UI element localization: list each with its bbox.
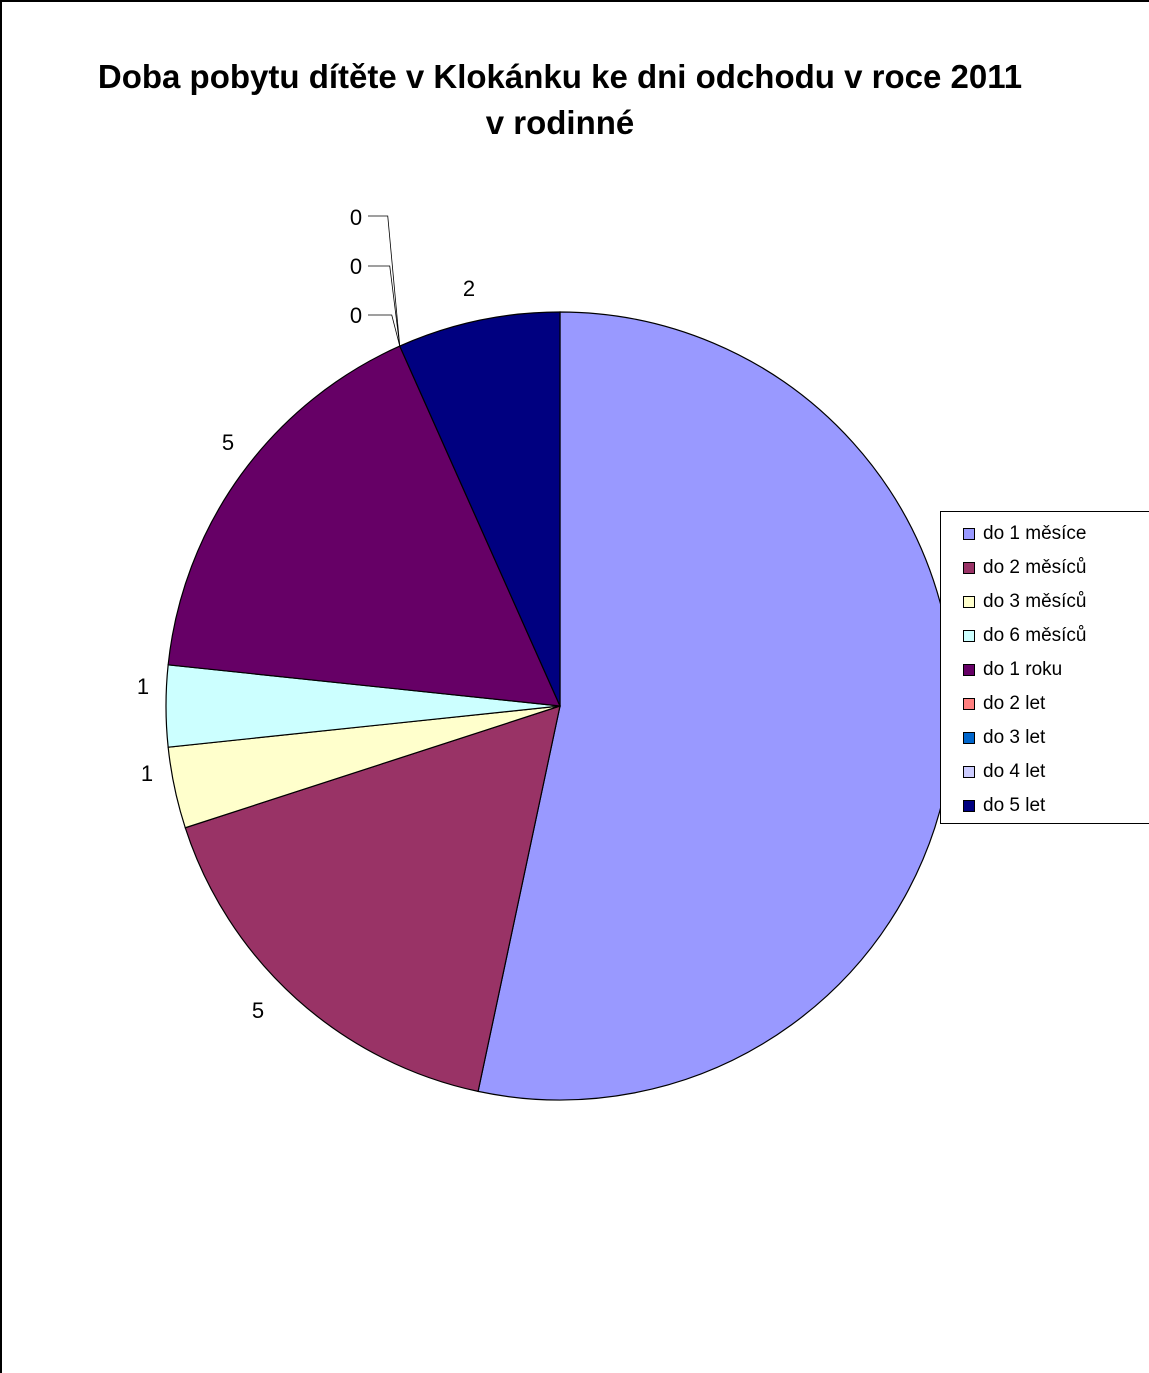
legend-item-do-2-let: do 2 let — [941, 687, 1149, 721]
data-label-do-3-měsíců: 1 — [141, 761, 153, 786]
legend-swatch-do-5-let — [963, 800, 975, 812]
legend-item-do-6-měsíců: do 6 měsíců — [941, 619, 1149, 653]
pie-slices — [165, 311, 955, 1101]
legend-label-do-1-roku: do 1 roku — [983, 659, 1063, 680]
legend-label-do-5-let: do 5 let — [983, 795, 1046, 816]
legend-label-do-3-měsíců: do 3 měsíců — [983, 591, 1087, 612]
legend: do 1 měsíce do 2 měsíců do 3 měsíců do 6 mě… — [940, 511, 1149, 824]
legend-item-do-3-měsíců: do 3 měsíců — [941, 585, 1149, 619]
legend-swatch-do-3-let — [963, 732, 975, 744]
data-labels: 5 1 1 5 0 0 0 2 — [137, 205, 475, 1023]
legend-swatch-do-6-měsíců — [963, 630, 975, 642]
leader-line-do-4-let — [368, 314, 401, 347]
chart-title: Doba pobytu dítěte v Klokánku ke dni odc… — [97, 58, 1023, 141]
legend-swatch-do-2-měsíců — [963, 562, 975, 574]
legend-item-do-4-let: do 4 let — [941, 755, 1149, 789]
leader-lines — [368, 215, 401, 347]
legend-item-do-3-let: do 3 let — [941, 721, 1149, 755]
pie-slice-do-5-let — [398, 311, 561, 707]
data-label-do-2-měsíců: 5 — [252, 998, 264, 1023]
legend-label-do-4-let: do 4 let — [983, 761, 1046, 782]
data-label-do-4-let: 0 — [350, 303, 362, 328]
data-label-do-3-let: 0 — [350, 254, 362, 279]
data-label-do-1-roku: 5 — [222, 430, 234, 455]
legend-swatch-do-1-měsíce — [963, 528, 975, 540]
legend-item-do-5-let: do 5 let — [941, 789, 1149, 823]
pie-slice-do-2-měsíců — [184, 705, 561, 1093]
legend-item-do-1-roku: do 1 roku — [941, 653, 1149, 687]
legend-label-do-1-měsíce: do 1 měsíce — [983, 523, 1087, 544]
legend-item-do-2-měsíců: do 2 měsíců — [941, 551, 1149, 585]
legend-label-do-2-let: do 2 let — [983, 693, 1046, 714]
data-label-do-6-měsíců: 1 — [137, 674, 149, 699]
data-label-do-5-let: 2 — [463, 276, 475, 301]
leader-line-do-3-let — [368, 265, 401, 347]
legend-swatch-do-3-měsíců — [963, 596, 975, 608]
data-label-do-2-let: 0 — [350, 205, 362, 230]
legend-item-do-1-měsíce: do 1 měsíce — [941, 517, 1149, 551]
legend-swatch-do-1-roku — [963, 664, 975, 676]
legend-swatch-do-4-let — [963, 766, 975, 778]
legend-label-do-3-let: do 3 let — [983, 727, 1046, 748]
legend-label-do-2-měsíců: do 2 měsíců — [983, 557, 1087, 578]
legend-swatch-do-2-let — [963, 698, 975, 710]
leader-line-do-2-let — [368, 215, 401, 347]
pie-slice-do-1-roku — [167, 345, 561, 707]
legend-label-do-6-měsíců: do 6 měsíců — [983, 625, 1087, 646]
